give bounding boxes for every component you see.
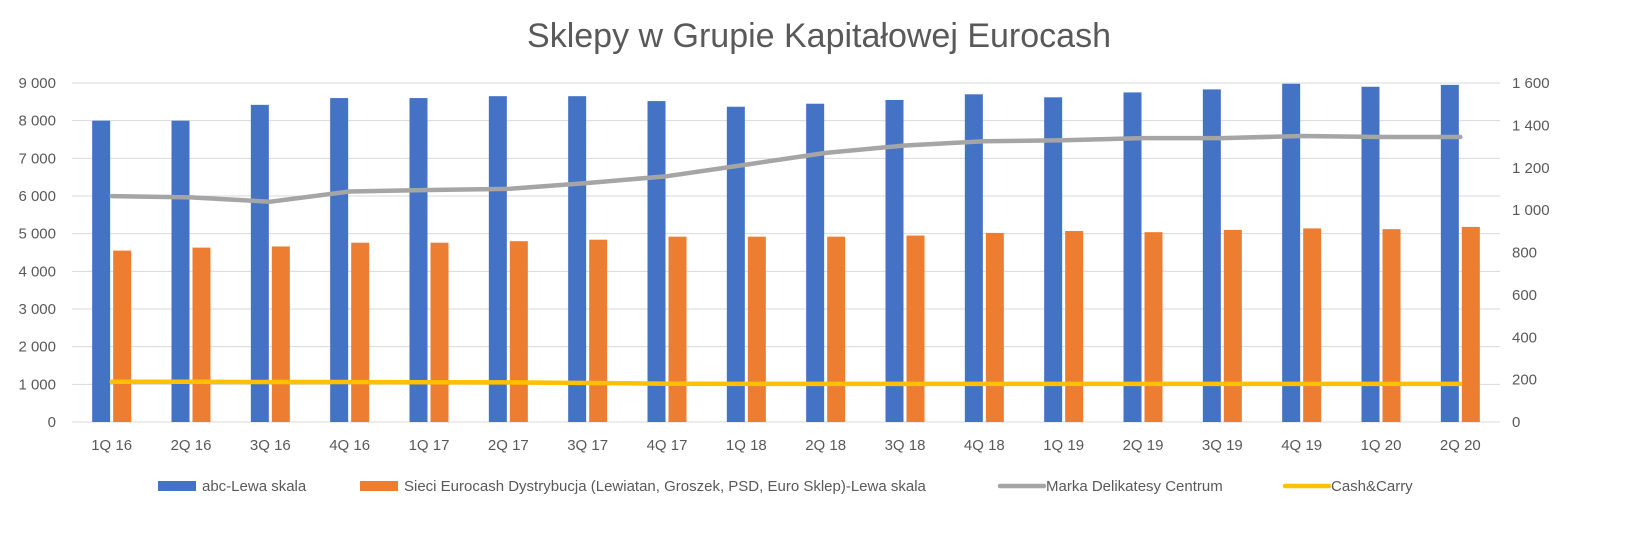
y-right-tick-label: 1 600 <box>1512 75 1550 92</box>
y-right-tick-label: 0 <box>1512 414 1520 431</box>
bar <box>250 104 269 422</box>
x-tick-label: 1Q 20 <box>1361 437 1402 454</box>
y-right-tick-label: 1 000 <box>1512 202 1550 219</box>
series-line <box>109 379 1463 387</box>
y-left-tick-label: 5 000 <box>18 226 56 243</box>
bar <box>351 242 370 422</box>
x-tick-label: 4Q 17 <box>647 437 688 454</box>
y-right-tick-label: 200 <box>1512 372 1537 389</box>
bar <box>726 106 745 422</box>
bar <box>668 236 687 422</box>
chart-title: Sklepy w Grupie Kapitałowej Eurocash <box>527 17 1111 55</box>
y-left-tick-label: 0 <box>48 414 56 431</box>
x-tick-label: 2Q 17 <box>488 437 529 454</box>
legend-label: abc-Lewa skala <box>202 478 307 495</box>
bar <box>430 242 449 422</box>
bar <box>1144 232 1163 422</box>
bar <box>964 94 983 423</box>
x-tick-label: 2Q 20 <box>1440 437 1481 454</box>
x-tick-label: 4Q 16 <box>329 437 370 454</box>
bar <box>806 103 825 422</box>
x-tick-label: 3Q 16 <box>250 437 291 454</box>
bar <box>1223 229 1242 422</box>
y-left-tick-label: 6 000 <box>18 188 56 205</box>
y-right-tick-label: 1 200 <box>1512 160 1550 177</box>
bar <box>192 247 211 422</box>
series-line <box>109 133 1463 204</box>
legend-swatch <box>158 481 196 491</box>
lines <box>109 133 1463 387</box>
bar <box>647 101 666 422</box>
bar <box>1282 83 1301 423</box>
bar <box>589 239 608 422</box>
bar <box>885 99 904 422</box>
bar <box>1461 226 1480 422</box>
x-tick-label: 1Q 17 <box>409 437 450 454</box>
legend-swatch <box>360 481 398 491</box>
bar <box>409 98 428 423</box>
y-left-tick-label: 4 000 <box>18 263 56 280</box>
x-tick-label: 1Q 16 <box>91 437 132 454</box>
y-left-tick-label: 9 000 <box>18 75 56 92</box>
y-right-tick-label: 800 <box>1512 245 1537 262</box>
legend-label: Sieci Eurocash Dystrybucja (Lewiatan, Gr… <box>404 478 927 495</box>
bar <box>1361 86 1380 423</box>
bar <box>1382 229 1401 422</box>
x-tick-label: 1Q 19 <box>1043 437 1084 454</box>
y-axis-left: 0 1 000 2 000 3 000 4 000 5 000 6 000 7 000 8 00… <box>18 75 56 431</box>
y-left-tick-label: 2 000 <box>18 339 56 356</box>
bar <box>171 120 190 423</box>
y-right-tick-label: 400 <box>1512 329 1537 346</box>
legend-label: Marka Delikatesy Centrum <box>1046 478 1223 495</box>
x-tick-label: 2Q 18 <box>805 437 846 454</box>
bar <box>985 232 1004 422</box>
bar <box>1123 92 1142 423</box>
x-tick-label: 4Q 18 <box>964 437 1005 454</box>
legend-label: Cash&Carry <box>1331 478 1413 495</box>
y-right-tick-label: 1 400 <box>1512 117 1550 134</box>
x-tick-label: 3Q 18 <box>885 437 926 454</box>
y-right-tick-label: 600 <box>1512 287 1537 304</box>
bar <box>1440 84 1459 422</box>
bar <box>509 241 528 422</box>
bar <box>271 246 290 422</box>
bar <box>1044 97 1063 423</box>
y-left-tick-label: 1 000 <box>18 376 56 393</box>
bar <box>1202 89 1221 423</box>
x-tick-label: 2Q 16 <box>171 437 212 454</box>
bars <box>92 83 1480 423</box>
bar <box>568 96 587 422</box>
x-tick-label: 2Q 19 <box>1123 437 1164 454</box>
bar <box>1065 231 1084 422</box>
x-tick-label: 1Q 18 <box>726 437 767 454</box>
y-left-tick-label: 3 000 <box>18 301 56 318</box>
bar <box>113 250 132 422</box>
bar <box>827 236 846 422</box>
y-axis-right: 0 200 400 600 800 1 000 1 200 1 400 1 600 <box>1512 75 1550 431</box>
bar <box>1303 228 1322 422</box>
bar <box>488 96 507 422</box>
y-left-tick-label: 8 000 <box>18 113 56 130</box>
bar <box>92 120 111 423</box>
x-tick-label: 4Q 19 <box>1281 437 1322 454</box>
x-tick-label: 3Q 17 <box>567 437 608 454</box>
y-left-tick-label: 7 000 <box>18 150 56 167</box>
bar <box>330 98 349 423</box>
bar <box>747 236 766 422</box>
bar <box>906 235 925 422</box>
legend: abc-Lewa skala Sieci Eurocash Dystrybucja… <box>158 478 1413 495</box>
x-axis: 1Q 16 2Q 16 3Q 16 4Q 16 1Q 17 2Q 17 3Q 17 4Q 17… <box>91 437 1481 454</box>
x-tick-label: 3Q 19 <box>1202 437 1243 454</box>
